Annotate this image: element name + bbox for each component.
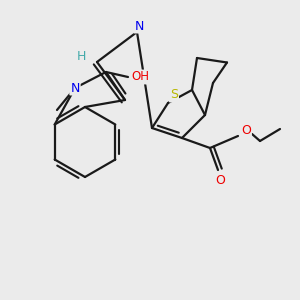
Text: N: N	[134, 20, 144, 32]
Text: O: O	[241, 124, 251, 137]
Text: H: H	[76, 50, 86, 64]
Text: N: N	[70, 82, 80, 94]
Text: OH: OH	[131, 70, 149, 83]
Text: O: O	[215, 173, 225, 187]
Text: S: S	[170, 88, 178, 101]
